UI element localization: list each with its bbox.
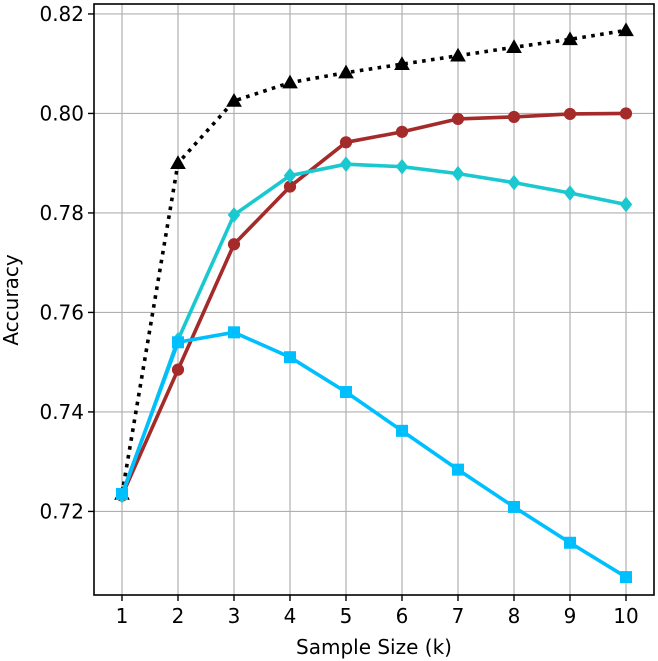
x-tick-label: 2: [172, 604, 185, 628]
x-tick-label: 6: [396, 604, 409, 628]
data-point-triangle: [170, 155, 186, 169]
data-point-diamond: [451, 165, 465, 182]
data-point-square: [620, 571, 632, 584]
data-point-circle: [227, 238, 241, 251]
grid: [94, 4, 654, 595]
data-point-square: [116, 488, 128, 501]
x-tick-label: 5: [340, 604, 353, 628]
y-axis-label: Accuracy: [0, 254, 23, 345]
data-point-triangle: [506, 39, 522, 54]
series-layer: [114, 22, 634, 584]
data-point-diamond: [619, 196, 633, 213]
y-tick-label: 0.76: [39, 300, 84, 324]
y-tick-label: 0.78: [39, 201, 84, 225]
data-point-triangle: [394, 56, 410, 70]
data-point-diamond: [227, 207, 241, 223]
x-tick-label: 8: [508, 604, 521, 628]
data-point-circle: [451, 112, 465, 126]
data-point-square: [452, 463, 464, 476]
data-point-circle: [563, 107, 577, 121]
series-line: [120, 111, 627, 497]
y-tick-label: 0.74: [39, 400, 84, 424]
data-point-triangle: [618, 22, 634, 37]
x-axis: 1 2 3 4 5 6 7 8 9 10: [116, 595, 639, 628]
data-point-triangle: [562, 31, 578, 46]
data-point-square: [340, 386, 352, 399]
x-tick-label: 1: [116, 604, 129, 628]
data-point-circle: [171, 363, 185, 376]
data-point-circle: [619, 107, 633, 120]
data-point-square: [396, 424, 408, 437]
y-tick-label: 0.72: [39, 499, 84, 523]
y-axis: 0.72 0.74 0.76 0.78 0.80 0.82: [39, 2, 94, 523]
y-tick-label: 0.80: [39, 101, 84, 125]
x-axis-label: Sample Size (k): [296, 635, 452, 659]
x-tick-label: 10: [613, 604, 638, 628]
x-tick-label: 7: [452, 604, 465, 628]
data-point-square: [564, 536, 576, 549]
data-point-square: [508, 500, 520, 513]
plot-frame: [93, 3, 655, 596]
data-point-circle: [507, 110, 521, 124]
data-point-diamond: [283, 167, 297, 184]
data-point-triangle: [338, 64, 354, 79]
series-line: [120, 162, 627, 497]
y-tick-label: 0.82: [39, 2, 84, 26]
data-point-diamond: [507, 174, 521, 191]
data-point-triangle: [282, 74, 298, 89]
x-tick-label: 3: [228, 604, 241, 628]
data-point-circle: [339, 136, 353, 149]
x-tick-label: 9: [564, 604, 577, 628]
data-point-square: [228, 326, 240, 339]
series-line: [120, 330, 627, 579]
data-point-diamond: [563, 185, 577, 201]
data-point-diamond: [339, 156, 353, 172]
data-point-square: [172, 336, 184, 349]
data-point-circle: [395, 125, 409, 138]
data-point-square: [284, 351, 296, 364]
data-point-triangle: [226, 92, 242, 107]
series-square-3: [116, 326, 632, 584]
data-point-diamond: [395, 158, 409, 175]
data-point-triangle: [450, 47, 466, 62]
x-tick-label: 4: [284, 604, 297, 628]
